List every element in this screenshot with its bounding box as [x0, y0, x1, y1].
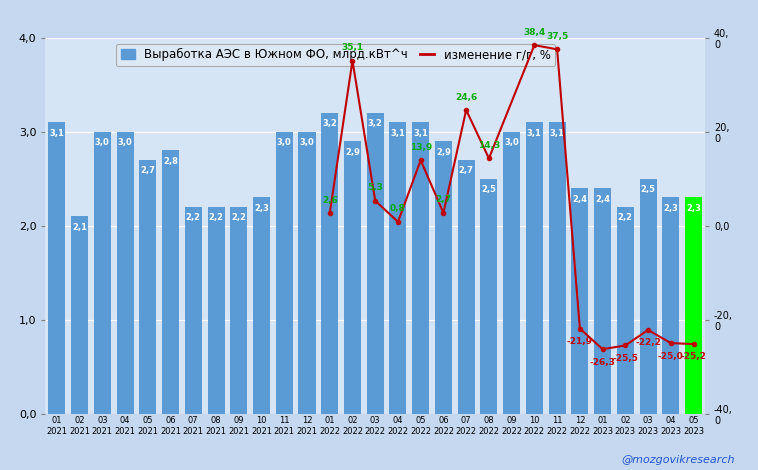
Bar — [594, 188, 611, 414]
Text: 3,1: 3,1 — [49, 129, 64, 138]
Text: 0,8: 0,8 — [390, 204, 406, 213]
Text: -25,5: -25,5 — [612, 354, 638, 363]
Bar — [367, 113, 384, 414]
Bar — [208, 207, 224, 414]
Bar — [139, 160, 156, 414]
Bar — [435, 141, 452, 414]
Bar — [640, 179, 656, 414]
Text: 3,0: 3,0 — [95, 138, 110, 147]
Bar — [685, 197, 702, 414]
Text: 2,2: 2,2 — [208, 213, 224, 222]
Bar — [276, 132, 293, 414]
Bar — [230, 207, 247, 414]
Text: 2,6: 2,6 — [322, 196, 337, 205]
Text: 3,1: 3,1 — [550, 129, 565, 138]
Text: 2,9: 2,9 — [436, 148, 451, 157]
Bar — [503, 132, 520, 414]
Text: 2,4: 2,4 — [572, 195, 587, 204]
Text: 2,5: 2,5 — [481, 185, 496, 194]
Bar — [617, 207, 634, 414]
Text: @mozgovikresearch: @mozgovikresearch — [622, 455, 735, 465]
Text: 2,7: 2,7 — [140, 166, 155, 175]
Text: 3,0: 3,0 — [504, 138, 519, 147]
Bar — [549, 122, 565, 414]
Bar — [299, 132, 315, 414]
Text: 2,2: 2,2 — [231, 213, 246, 222]
Bar — [526, 122, 543, 414]
Text: 2,3: 2,3 — [254, 204, 269, 213]
Text: 2,3: 2,3 — [663, 204, 678, 213]
Text: 3,0: 3,0 — [299, 138, 315, 147]
Text: 2,1: 2,1 — [72, 223, 87, 232]
Text: 3,2: 3,2 — [322, 119, 337, 128]
Text: 3,0: 3,0 — [117, 138, 133, 147]
Text: 2,7: 2,7 — [435, 196, 452, 204]
Text: 2,8: 2,8 — [163, 157, 178, 166]
Bar — [412, 122, 429, 414]
Bar — [162, 150, 179, 414]
Text: 3,2: 3,2 — [368, 119, 383, 128]
Bar — [94, 132, 111, 414]
Text: 5,3: 5,3 — [368, 183, 383, 192]
Text: -26,3: -26,3 — [590, 358, 615, 367]
Bar — [481, 179, 497, 414]
Text: -22,2: -22,2 — [635, 338, 661, 347]
Bar — [49, 122, 65, 414]
Text: 38,4: 38,4 — [523, 28, 546, 37]
Bar — [253, 197, 270, 414]
Text: 24,6: 24,6 — [455, 93, 478, 102]
Text: 2,5: 2,5 — [641, 185, 656, 194]
Text: 2,7: 2,7 — [459, 166, 474, 175]
Bar — [321, 113, 338, 414]
Text: 2,3: 2,3 — [686, 204, 701, 213]
Text: 14,3: 14,3 — [478, 141, 500, 150]
Text: 2,4: 2,4 — [595, 195, 610, 204]
Bar — [71, 216, 88, 414]
Bar — [117, 132, 133, 414]
Text: -21,9: -21,9 — [567, 337, 593, 346]
Text: 2,2: 2,2 — [618, 213, 633, 222]
Text: 3,1: 3,1 — [390, 129, 406, 138]
Text: -25,2: -25,2 — [681, 352, 706, 361]
Text: 3,1: 3,1 — [413, 129, 428, 138]
Text: 2,9: 2,9 — [345, 148, 360, 157]
Text: 3,0: 3,0 — [277, 138, 292, 147]
Text: 2,2: 2,2 — [186, 213, 201, 222]
Bar — [572, 188, 588, 414]
Text: 37,5: 37,5 — [546, 32, 568, 41]
Bar — [662, 197, 679, 414]
Bar — [390, 122, 406, 414]
Bar — [458, 160, 475, 414]
Legend: Выработка АЭС в Южном ФО, млрд.кВт^ч, изменение г/г, %: Выработка АЭС в Южном ФО, млрд.кВт^ч, из… — [116, 44, 555, 66]
Text: 3,1: 3,1 — [527, 129, 542, 138]
Bar — [344, 141, 361, 414]
Bar — [185, 207, 202, 414]
Text: 13,9: 13,9 — [409, 143, 432, 152]
Text: -25,0: -25,0 — [658, 352, 684, 360]
Text: 35,1: 35,1 — [341, 43, 364, 52]
